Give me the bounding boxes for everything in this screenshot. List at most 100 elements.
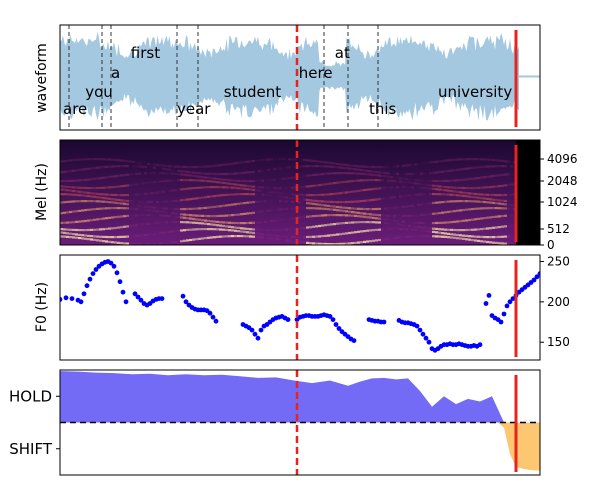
- mel-harmonic: [162, 231, 165, 234]
- mel-harmonic: [282, 200, 285, 203]
- mel-harmonic: [81, 237, 84, 240]
- mel-harmonic: [492, 215, 495, 219]
- mel-harmonic: [279, 195, 282, 198]
- mel-harmonic: [360, 230, 363, 233]
- mel-harmonic: [219, 235, 222, 238]
- mel-harmonic: [507, 193, 510, 196]
- mel-harmonic: [159, 172, 162, 175]
- mel-harmonic: [381, 218, 384, 221]
- mel-harmonic: [120, 199, 123, 202]
- mel-harmonic: [117, 226, 120, 229]
- mel-harmonic: [384, 218, 387, 221]
- mel-harmonic: [231, 183, 234, 186]
- mel-harmonic: [363, 169, 366, 172]
- mel-harmonic: [354, 200, 357, 203]
- mel-harmonic: [87, 178, 90, 181]
- mel-harmonic: [171, 207, 174, 210]
- mel-harmonic: [390, 222, 393, 224]
- mel-harmonic: [498, 165, 501, 168]
- mel-harmonic: [153, 209, 156, 212]
- mel-harmonic: [228, 172, 231, 175]
- mel-harmonic: [132, 214, 135, 217]
- mel-harmonic: [216, 235, 219, 238]
- mel-harmonic: [213, 164, 216, 167]
- mel-harmonic: [414, 221, 417, 224]
- mel-harmonic: [90, 192, 93, 195]
- mel-harmonic: [111, 241, 114, 244]
- mel-harmonic: [507, 235, 510, 238]
- mel-harmonic: [231, 179, 234, 182]
- mel-harmonic: [105, 207, 108, 210]
- mel-harmonic: [354, 241, 357, 244]
- mel-harmonic: [111, 165, 114, 168]
- mel-harmonic: [474, 177, 477, 180]
- mel-harmonic: [342, 163, 345, 166]
- mel-harmonic: [360, 207, 363, 210]
- mel-harmonic: [189, 198, 192, 201]
- mel-harmonic: [417, 225, 420, 228]
- mel-harmonic: [243, 202, 246, 205]
- mel-harmonic: [300, 186, 303, 189]
- mel-harmonic: [198, 165, 201, 168]
- mel-harmonic: [63, 170, 66, 173]
- mel-harmonic: [165, 241, 168, 244]
- mel-harmonic: [495, 185, 498, 188]
- mel-harmonic: [264, 200, 267, 203]
- mel-harmonic: [453, 236, 456, 239]
- mel-harmonic: [471, 187, 474, 190]
- mel-harmonic: [396, 219, 399, 223]
- mel-harmonic: [72, 159, 75, 162]
- mel-harmonic: [243, 161, 246, 164]
- mel-harmonic: [252, 188, 255, 191]
- mel-harmonic: [372, 187, 375, 191]
- mel-harmonic: [156, 232, 159, 235]
- mel-harmonic: [414, 186, 417, 188]
- mel-harmonic: [318, 224, 321, 228]
- mel-harmonic: [315, 173, 318, 176]
- mel-harmonic: [162, 172, 165, 175]
- mel-harmonic: [279, 167, 282, 170]
- mel-harmonic: [435, 188, 438, 191]
- mel-harmonic: [66, 200, 69, 203]
- f0-point: [426, 339, 432, 345]
- mel-harmonic: [381, 228, 384, 231]
- mel-harmonic: [486, 216, 489, 219]
- mel-harmonic: [402, 180, 405, 183]
- mel-harmonic: [312, 207, 315, 210]
- mel-harmonic: [246, 235, 249, 238]
- f0-point: [351, 338, 357, 343]
- mel-harmonic: [219, 221, 222, 224]
- mel-harmonic: [135, 242, 138, 245]
- mel-harmonic: [288, 239, 291, 242]
- mel-harmonic: [306, 241, 309, 244]
- mel-harmonic: [201, 222, 204, 225]
- mel-harmonic: [165, 207, 168, 210]
- mel-harmonic: [135, 165, 138, 168]
- mel-harmonic: [297, 240, 300, 243]
- mel-harmonic: [144, 214, 147, 216]
- mel-harmonic: [348, 207, 351, 210]
- mel-harmonic: [306, 207, 309, 210]
- mel-harmonic: [420, 183, 423, 186]
- mel-harmonic: [87, 200, 90, 203]
- mel-harmonic: [60, 235, 63, 238]
- mel-harmonic: [372, 221, 375, 224]
- mel-harmonic: [501, 159, 504, 162]
- mel-harmonic: [102, 235, 105, 238]
- mel-harmonic: [222, 163, 225, 166]
- mel-harmonic: [345, 232, 348, 235]
- mel-harmonic: [99, 193, 102, 196]
- mel-harmonic: [132, 200, 135, 203]
- mel-harmonic: [147, 242, 150, 245]
- mel-harmonic: [510, 214, 513, 217]
- mel-harmonic: [171, 200, 174, 203]
- mel-harmonic: [288, 236, 291, 238]
- mel-harmonic: [174, 215, 177, 218]
- mel-harmonic: [435, 227, 438, 230]
- mel-harmonic: [174, 189, 177, 192]
- mel-harmonic: [198, 196, 201, 200]
- mel-harmonic: [93, 195, 96, 198]
- mel-harmonic: [183, 216, 186, 219]
- mel-harmonic: [243, 187, 246, 190]
- mel-harmonic: [270, 191, 273, 194]
